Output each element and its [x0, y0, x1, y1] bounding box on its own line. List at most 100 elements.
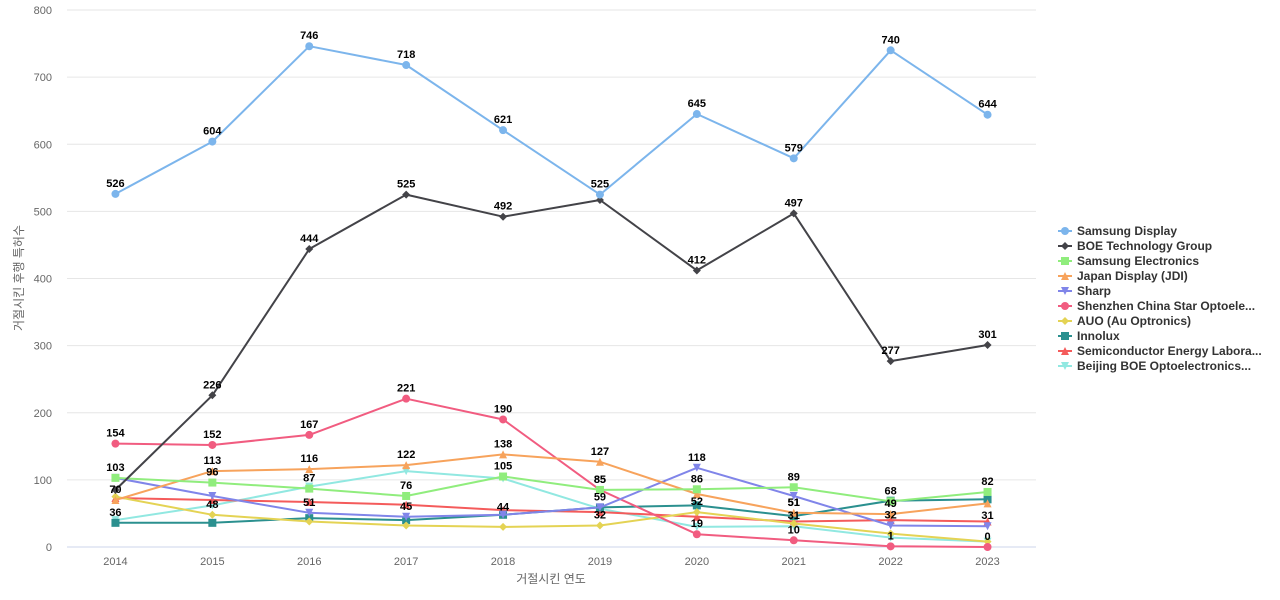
series-line[interactable] [114, 397, 989, 548]
data-point[interactable] [692, 530, 701, 539]
data-point[interactable] [402, 61, 411, 70]
legend-item[interactable]: Shenzhen China Star Optoele... [1058, 299, 1255, 313]
data-point[interactable] [789, 491, 798, 500]
data-point[interactable] [983, 110, 992, 119]
data-point[interactable] [983, 495, 992, 504]
legend-item[interactable]: Japan Display (JDI) [1058, 269, 1188, 283]
legend-marker[interactable] [1061, 287, 1069, 295]
series-line[interactable] [114, 470, 989, 543]
data-point[interactable] [305, 465, 314, 474]
data-point[interactable] [111, 496, 120, 505]
legend-item[interactable]: AUO (Au Optronics) [1058, 314, 1191, 328]
legend-item[interactable]: Samsung Electronics [1058, 254, 1199, 268]
legend-marker[interactable] [1061, 317, 1069, 325]
legend-item[interactable]: Innolux [1058, 329, 1120, 343]
data-point[interactable] [111, 189, 120, 198]
legend-marker[interactable] [1061, 347, 1069, 355]
data-point[interactable] [305, 498, 314, 507]
data-point[interactable] [402, 190, 411, 199]
data-point[interactable] [983, 522, 992, 531]
legend-item[interactable]: BOE Technology Group [1058, 239, 1212, 253]
data-point[interactable] [692, 501, 701, 510]
legend-item[interactable]: Samsung Display [1058, 224, 1177, 238]
data-point[interactable] [789, 519, 798, 528]
data-point[interactable] [886, 542, 895, 551]
data-point[interactable] [983, 499, 992, 508]
data-point[interactable] [499, 415, 508, 424]
series-line[interactable] [114, 475, 989, 503]
data-point[interactable] [886, 510, 895, 519]
data-point[interactable] [499, 212, 508, 221]
data-point[interactable] [208, 496, 217, 505]
data-point[interactable] [208, 467, 217, 476]
data-point[interactable] [692, 266, 701, 275]
legend-marker[interactable] [1061, 242, 1069, 250]
data-point[interactable] [208, 391, 217, 400]
data-point[interactable] [402, 500, 411, 509]
data-point[interactable] [692, 485, 701, 494]
data-point[interactable] [692, 110, 701, 119]
series-line[interactable] [114, 453, 989, 516]
data-point[interactable] [305, 508, 314, 517]
data-point[interactable] [208, 137, 217, 146]
data-point[interactable] [402, 394, 411, 403]
data-point[interactable] [208, 491, 217, 500]
data-point[interactable] [402, 491, 411, 500]
data-point[interactable] [595, 457, 604, 466]
data-point[interactable] [789, 483, 798, 492]
data-point[interactable] [692, 463, 701, 472]
data-point[interactable] [789, 154, 798, 163]
data-point[interactable] [111, 518, 120, 527]
data-point[interactable] [983, 340, 992, 349]
data-point[interactable] [692, 522, 701, 531]
data-point[interactable] [208, 518, 217, 527]
series-line[interactable] [114, 495, 989, 543]
data-point[interactable] [499, 450, 508, 459]
legend-marker[interactable] [1061, 332, 1069, 340]
data-point[interactable] [886, 46, 895, 55]
data-point[interactable] [208, 440, 217, 449]
data-point[interactable] [595, 521, 604, 530]
data-point[interactable] [789, 209, 798, 218]
legend-item[interactable]: Beijing BOE Optoelectronics... [1058, 359, 1251, 373]
data-point[interactable] [983, 487, 992, 496]
data-point[interactable] [208, 510, 217, 519]
data-point[interactable] [595, 503, 604, 512]
series-line[interactable] [114, 193, 989, 491]
legend-marker[interactable] [1061, 227, 1069, 235]
data-point[interactable] [886, 497, 895, 506]
data-point[interactable] [886, 521, 895, 530]
data-point[interactable] [208, 478, 217, 487]
series-line[interactable] [114, 466, 989, 528]
legend-marker[interactable] [1061, 302, 1069, 310]
data-point[interactable] [499, 472, 508, 481]
data-point[interactable] [402, 461, 411, 470]
data-point[interactable] [595, 485, 604, 494]
data-point[interactable] [305, 244, 314, 253]
data-point[interactable] [402, 512, 411, 521]
data-point[interactable] [305, 430, 314, 439]
data-point[interactable] [595, 190, 604, 199]
data-point[interactable] [789, 508, 798, 517]
legend-item[interactable]: Semiconductor Energy Labora... [1058, 344, 1262, 358]
data-point[interactable] [789, 536, 798, 545]
data-point[interactable] [402, 467, 411, 476]
data-point[interactable] [692, 512, 701, 521]
data-point[interactable] [692, 508, 701, 517]
data-point[interactable] [111, 439, 120, 448]
data-point[interactable] [692, 489, 701, 498]
data-point[interactable] [111, 473, 120, 482]
data-point[interactable] [305, 517, 314, 526]
data-point[interactable] [499, 510, 508, 519]
data-point[interactable] [305, 42, 314, 51]
data-point[interactable] [499, 522, 508, 531]
legend-item[interactable]: Sharp [1058, 284, 1111, 298]
data-point[interactable] [886, 357, 895, 366]
legend-marker[interactable] [1061, 362, 1069, 370]
series-line[interactable] [114, 45, 989, 196]
data-point[interactable] [499, 126, 508, 135]
data-point[interactable] [983, 543, 992, 551]
data-point[interactable] [595, 508, 604, 517]
data-point[interactable] [886, 529, 895, 538]
